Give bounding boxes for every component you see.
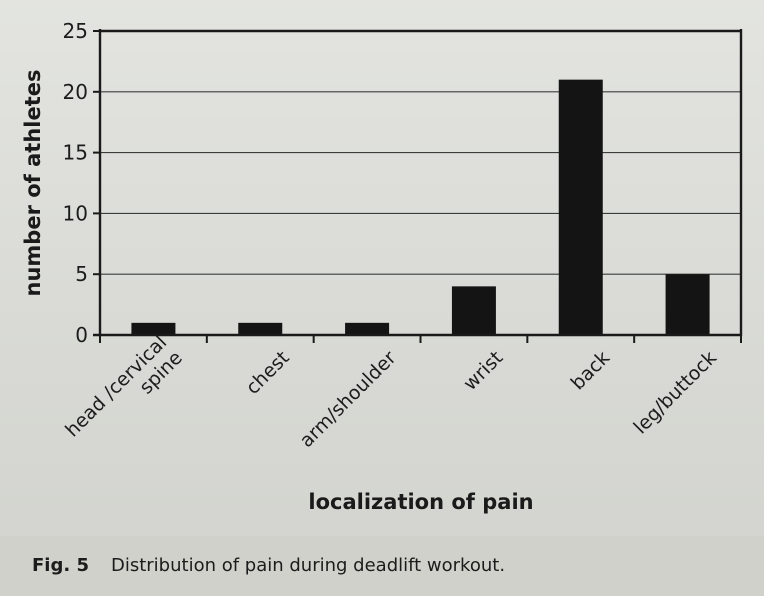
figure-number: Fig. 5 xyxy=(32,555,89,576)
caption-band xyxy=(0,536,764,596)
caption-text: Distribution of pain during deadlift wor… xyxy=(110,555,506,576)
bar xyxy=(665,274,710,335)
x-tick-labels: head /cervicalspine chest arm/shoulder wris… xyxy=(61,331,721,457)
x-axis-label: localization of pain xyxy=(308,490,533,514)
y-tick-label: 15 xyxy=(63,141,88,165)
figure-caption: Fig. 5 Distribution of pain during deadli… xyxy=(32,555,505,576)
x-tick-label: chest xyxy=(242,347,294,399)
y-tick-label: 5 xyxy=(75,262,88,286)
bar xyxy=(238,322,283,335)
x-tick-label-line: chest xyxy=(242,347,294,399)
x-tick-label-line: back xyxy=(567,347,614,394)
x-tick-label: wrist xyxy=(459,347,507,395)
x-tick-label-line: arm/shoulder xyxy=(296,347,401,452)
bar xyxy=(451,286,496,335)
x-tick-label-line: wrist xyxy=(459,347,507,395)
axes xyxy=(93,29,743,343)
x-tick-label: arm/shoulder xyxy=(296,347,401,452)
gridlines xyxy=(100,30,741,275)
x-tick-label: leg/buttock xyxy=(629,347,721,439)
y-axis-label: number of athletes xyxy=(21,70,45,297)
bar xyxy=(558,79,603,335)
bar xyxy=(345,322,390,335)
x-tick-label-line: leg/buttock xyxy=(629,347,721,439)
y-tick-label: 0 xyxy=(75,323,88,347)
y-tick-label: 25 xyxy=(63,19,88,43)
y-tick-labels: 0 5 10 15 20 25 xyxy=(63,19,88,347)
x-tick-label: back xyxy=(567,347,614,394)
y-tick-label: 20 xyxy=(63,80,88,104)
bar xyxy=(131,322,176,335)
x-tick-label: head /cervicalspine xyxy=(61,331,187,457)
bars xyxy=(131,79,710,335)
y-tick-label: 10 xyxy=(63,201,88,225)
